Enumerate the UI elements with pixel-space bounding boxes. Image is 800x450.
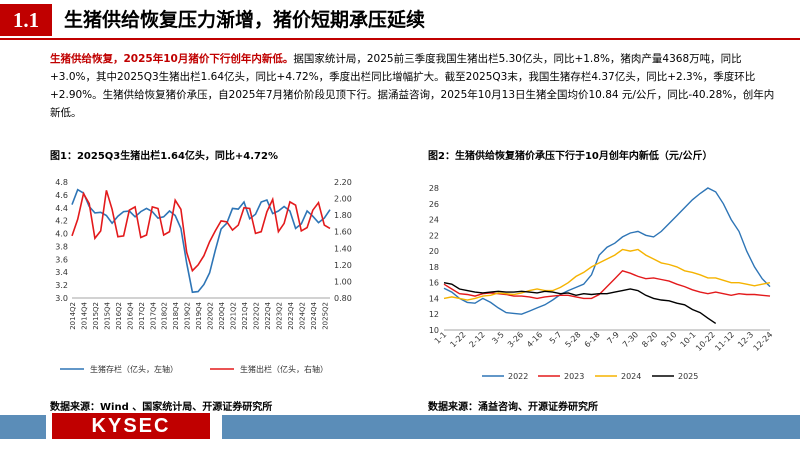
chart1-series-line-2 — [71, 190, 331, 273]
chart1-x-tick-label: 2016Q4 — [126, 301, 134, 329]
chart2-x-tick-label: 10-22 — [694, 330, 717, 353]
chart2-legend-label: 2025 — [678, 372, 698, 381]
chart1-left-tick-label: 3.6 — [55, 255, 68, 264]
chart1-x-tick-label: 2016Q2 — [115, 302, 123, 330]
chart1-right-tick-label: 1.00 — [334, 277, 352, 286]
chart1-x-tick-label: 2018Q2 — [161, 302, 169, 330]
summary-body: 据国家统计局，2025前三季度我国生猪出栏5.30亿头，同比+1.8%，猪肉产量… — [50, 53, 775, 119]
chart1-x-tick-label: 2020Q4 — [218, 301, 226, 329]
chart2-y-tick-label: 12 — [429, 310, 439, 319]
chart1-x-tick-label: 2017Q2 — [138, 302, 146, 330]
chart1-x-tick-label: 2014Q2 — [69, 302, 77, 330]
chart1-x-tick-label: 2019Q2 — [184, 302, 192, 330]
chart1-left-tick-label: 3.8 — [55, 242, 68, 251]
chart1-right-tick-label: 2.20 — [334, 178, 352, 187]
chart1-x-tick-label: 2019Q4 — [195, 301, 203, 329]
kysec-logo: KYSEC — [91, 415, 171, 437]
chart2-x-tick-label: 6-18 — [583, 330, 602, 349]
chart1-right-tick-label: 2.00 — [334, 195, 352, 204]
chart1-x-tick-label: 2022Q2 — [252, 302, 260, 330]
chart1-x-tick-label: 2018Q4 — [172, 301, 180, 329]
chart2-series-line-2023 — [443, 270, 771, 300]
chart2-y-tick-label: 26 — [429, 200, 439, 209]
chart1-x-tick-label: 2022Q4 — [264, 301, 272, 329]
chart2-x-tick-label: 3-5 — [490, 330, 506, 346]
chart2-x-tick-label: 1-22 — [448, 330, 467, 349]
summary-highlight: 生猪供给恢复，2025年10月猪价下行创年内新低。 — [50, 53, 294, 65]
chart2-source: 数据来源：涌益咨询、开源证券研究所 — [428, 402, 598, 413]
section-number: 1.1 — [0, 4, 52, 36]
chart2-x-tick-label: 7-30 — [621, 330, 640, 349]
chart2-y-tick-label: 22 — [429, 231, 439, 240]
footer-left-bar — [0, 415, 46, 439]
chart2-y-tick-label: 10 — [429, 326, 439, 335]
chart2-title: 图2：生猪供给恢复猪价承压下行于10月创年内新低（元/公斤） — [428, 151, 713, 162]
chart2-legend-label: 2023 — [564, 372, 584, 381]
chart1-x-tick-label: 2014Q4 — [80, 301, 88, 329]
chart1-x-tick-label: 2023Q4 — [287, 301, 295, 329]
chart2-series-line-2025 — [443, 282, 717, 324]
chart1-x-tick-label: 2025Q2 — [321, 302, 329, 330]
chart2-series-line-2022 — [443, 187, 771, 315]
chart1-x-tick-label: 2015Q4 — [103, 301, 111, 329]
chart2-legend-label: 2022 — [508, 372, 528, 381]
chart2-x-tick-label: 12-24 — [752, 330, 775, 353]
chart2-y-tick-label: 24 — [429, 216, 439, 225]
chart1-x-tick-label: 2015Q2 — [92, 302, 100, 330]
chart1-x-tick-label: 2020Q2 — [207, 302, 215, 330]
chart1-x-tick-label: 2017Q4 — [149, 301, 157, 329]
summary-paragraph: 生猪供给恢复，2025年10月猪价下行创年内新低。据国家统计局，2025前三季度… — [50, 50, 780, 122]
chart2-x-tick-label: 8-20 — [640, 330, 659, 349]
chart1-right-tick-label: 1.80 — [334, 211, 352, 220]
chart1-x-tick-label: 2023Q2 — [275, 302, 283, 330]
chart1-left-tick-label: 3.0 — [55, 294, 68, 303]
chart1-right-tick-label: 1.60 — [334, 228, 352, 237]
chart2-x-tick-label: 2-12 — [468, 330, 487, 349]
chart1-right-tick-label: 1.40 — [334, 244, 352, 253]
header-divider — [0, 38, 800, 40]
chart2-legend-label: 2024 — [621, 372, 641, 381]
chart1-left-tick-label: 4.6 — [55, 191, 68, 200]
chart1-x-tick-label: 2021Q2 — [230, 302, 238, 330]
chart1-legend-label: 生猪出栏（亿头，右轴） — [240, 364, 328, 374]
chart1-left-tick-label: 3.4 — [55, 268, 68, 277]
chart2-y-tick-label: 20 — [429, 247, 439, 256]
chart2-series-line-2024 — [443, 248, 771, 301]
chart1-left-tick-label: 4.8 — [55, 178, 68, 187]
chart2-y-tick-label: 28 — [429, 184, 439, 193]
chart1-source: 数据来源：Wind 、国家统计局、开源证券研究所 — [50, 402, 273, 413]
chart1-left-tick-label: 4.2 — [55, 217, 68, 226]
chart2-x-tick-label: 3-26 — [506, 330, 525, 349]
chart1-right-tick-label: 0.80 — [334, 294, 352, 303]
chart1-legend-label: 生猪存栏（亿头，左轴） — [90, 364, 178, 374]
chart2-x-tick-label: 4-16 — [525, 330, 544, 349]
chart1-svg: 3.0 3.2 3.4 3.6 3.8 4.0 4.2 4.4 4.6 4.8 0.80 1.00 1.… — [55, 178, 352, 374]
chart2-x-tick-label: 7-9 — [605, 330, 621, 346]
chart1-left-tick-label: 4.4 — [55, 204, 68, 213]
chart2-x-tick-label: 9-10 — [659, 330, 678, 349]
slide-header: 1.1 生猪供给恢复压力渐增，猪价短期承压延续 — [0, 0, 800, 40]
chart2-x-tick-label: 11-12 — [713, 330, 736, 353]
footer-logo-box — [52, 413, 210, 439]
chart2-y-tick-label: 16 — [429, 279, 439, 288]
chart1-x-tick-label: 2021Q4 — [241, 301, 249, 329]
chart1-x-tick-label: 2024Q4 — [310, 301, 318, 329]
chart1-x-tick-label: 2024Q2 — [298, 302, 306, 330]
chart1-left-tick-label: 3.2 — [55, 281, 68, 290]
chart2-x-tick-label: 5-28 — [563, 330, 582, 349]
chart1-left-tick-label: 4.0 — [55, 230, 68, 239]
footer-bar — [222, 415, 800, 439]
chart2-x-tick-label: 5-7 — [548, 330, 564, 346]
chart1-title: 图1：2025Q3生猪出栏1.64亿头，同比+4.72% — [50, 151, 278, 162]
chart2-y-tick-label: 14 — [429, 294, 439, 303]
slide-title: 生猪供给恢复压力渐增，猪价短期承压延续 — [64, 9, 426, 31]
chart2-y-tick-label: 18 — [429, 263, 439, 272]
chart1-right-tick-label: 1.20 — [334, 261, 352, 270]
